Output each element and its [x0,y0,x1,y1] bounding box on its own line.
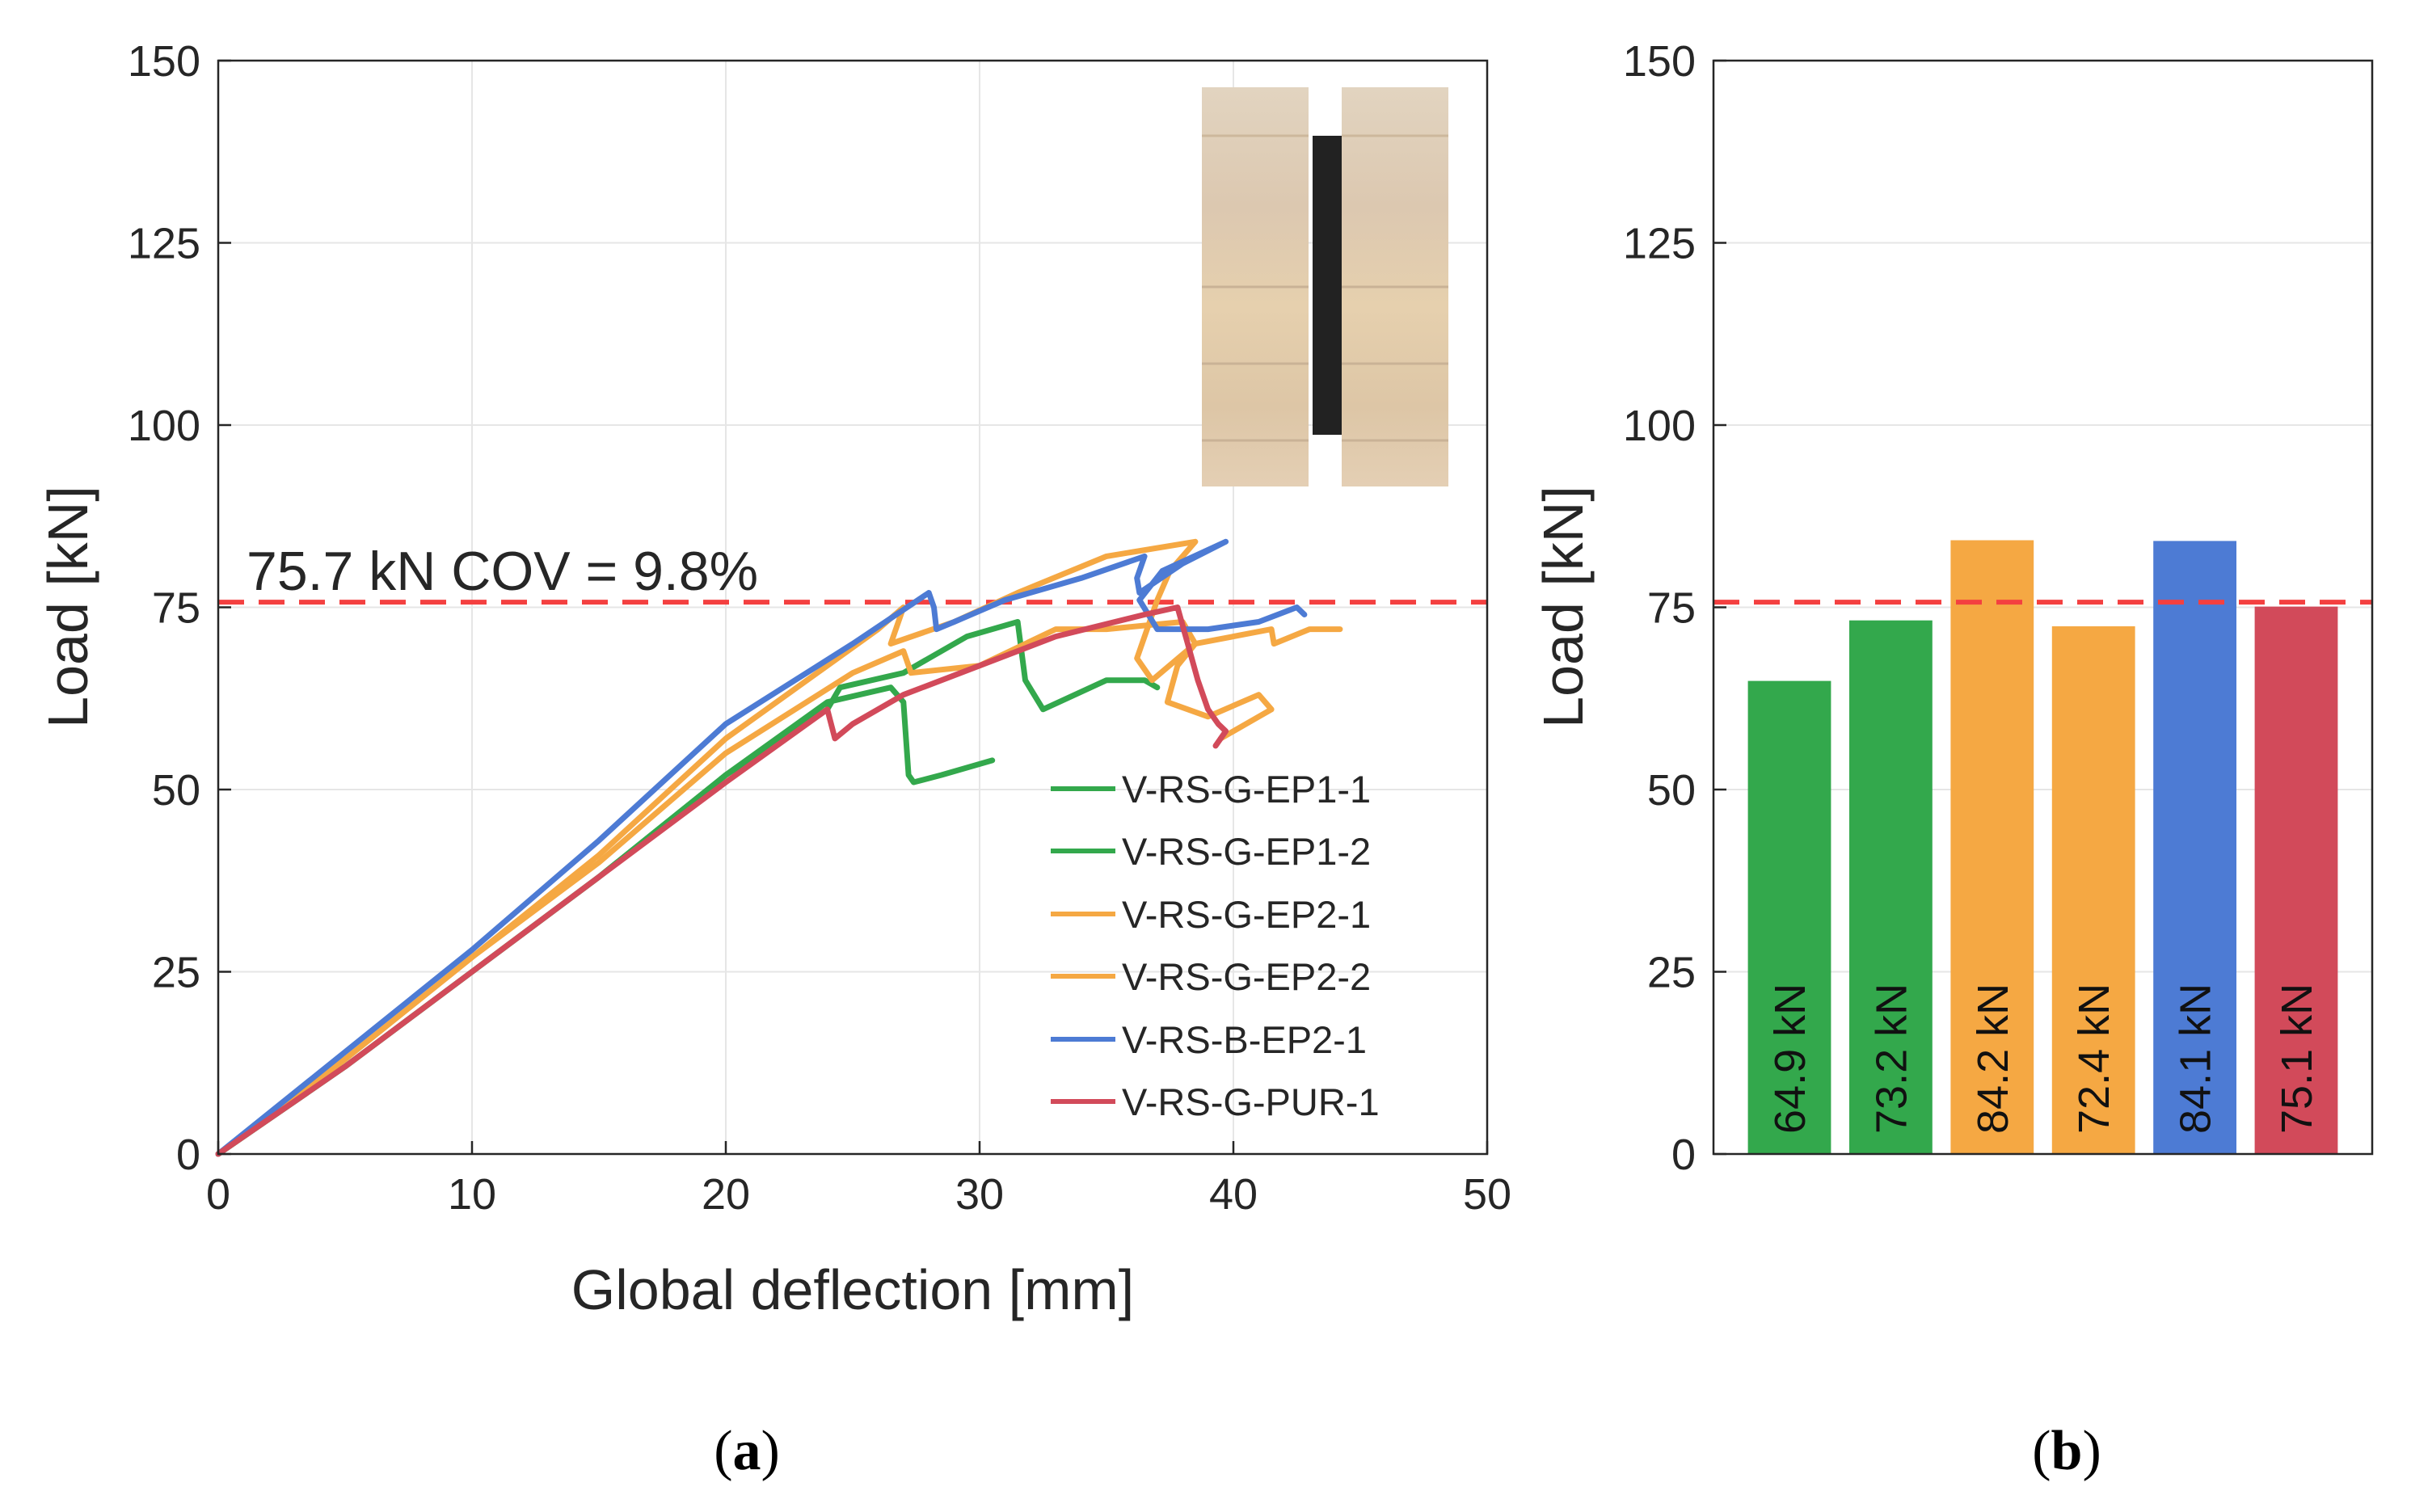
legend-label: V-RS-G-EP2-1 [1122,893,1371,936]
y-tick-label: 125 [1623,220,1696,268]
y-tick-label: 0 [176,1131,200,1179]
panel-a-label: (a) [714,1420,780,1482]
x-tick-label: 20 [702,1170,750,1219]
legend-entry: V-RS-G-PUR-1 [1051,1080,1380,1123]
specimen-photo-inset [1202,87,1448,486]
y-tick-label: 25 [152,949,200,997]
legend-label: V-RS-G-EP2-2 [1122,955,1371,998]
panel-a-x-axis-label: Global deflection [mm] [571,1258,1134,1321]
legend-label: V-RS-G-EP1-2 [1122,830,1371,873]
bar [2051,626,2135,1154]
y-tick-label: 25 [1647,949,1696,997]
panel-a-y-axis-label: Load [kN] [36,486,99,728]
bar [2254,606,2338,1154]
bar [1849,620,1933,1154]
y-tick-label: 75 [1647,584,1696,633]
series-line [215,604,1229,1157]
legend-entry: V-RS-G-EP1-2 [1051,830,1371,873]
x-tick-label: 0 [206,1170,230,1219]
specimen-photo-steel-rod [1313,136,1342,435]
legend-entry: V-RS-B-EP2-1 [1051,1018,1367,1061]
bar-value-label: 84.1 kN [2172,983,2220,1134]
reference-line-label: 75.7 kN COV = 9.8% [247,541,758,602]
legend-entry: V-RS-G-EP1-1 [1051,768,1371,811]
series-line [215,538,1308,1157]
panel-b: 64.9 kN 73.2 kN 84.2 kN 72.4 kN 84.1 kN 75.1 … [1532,37,2374,1482]
legend-label: V-RS-G-PUR-1 [1122,1080,1380,1123]
panel-a-series [215,538,1343,1157]
bar [1747,680,1831,1154]
bar-value-label: 72.4 kN [2070,983,2118,1134]
bar [1950,540,2034,1154]
y-tick-label: 150 [128,37,200,86]
legend-entry: V-RS-G-EP2-1 [1051,893,1371,936]
x-tick-label: 50 [1463,1170,1511,1219]
legend-label: V-RS-G-EP1-1 [1122,768,1371,811]
x-tick-label: 30 [955,1170,1004,1219]
bar-value-label: 64.9 kN [1766,983,1815,1134]
series-line [215,538,1343,1157]
x-tick-label: 40 [1209,1170,1258,1219]
legend-entry: V-RS-G-EP2-2 [1051,955,1371,998]
x-tick-label: 10 [448,1170,496,1219]
y-tick-label: 50 [152,766,200,815]
panel-b-y-axis-label: Load [kN] [1532,486,1595,728]
legend-label: V-RS-B-EP2-1 [1122,1018,1367,1061]
panel-b-bars: 64.9 kN 73.2 kN 84.2 kN 72.4 kN 84.1 kN 75.1 … [1747,540,2338,1154]
panel-a-y-ticks: 0 25 50 75 100 125 150 [128,37,231,1179]
bar-value-label: 73.2 kN [1867,983,1916,1134]
bar-value-label: 84.2 kN [1969,983,2017,1134]
panel-a: 75.7 kN COV = 9.8% V-RS-G-EP1-1 V-RS-G-E… [36,37,1511,1482]
y-tick-label: 50 [1647,766,1696,815]
y-tick-label: 150 [1623,37,1696,86]
y-tick-label: 0 [1671,1131,1696,1179]
y-tick-label: 100 [128,402,200,450]
legend: V-RS-G-EP1-1 V-RS-G-EP1-2 V-RS-G-EP2-1 V… [1051,768,1380,1123]
panel-b-label: (b) [2032,1420,2101,1482]
bar [2153,541,2236,1154]
panel-b-y-ticks: 0 25 50 75 100 125 150 [1623,37,1726,1179]
bar-value-label: 75.1 kN [2273,983,2321,1134]
y-tick-label: 75 [152,584,200,633]
y-tick-label: 100 [1623,402,1696,450]
panel-a-x-ticks: 0 10 20 30 40 50 [206,1141,1511,1219]
y-tick-label: 125 [128,220,200,268]
